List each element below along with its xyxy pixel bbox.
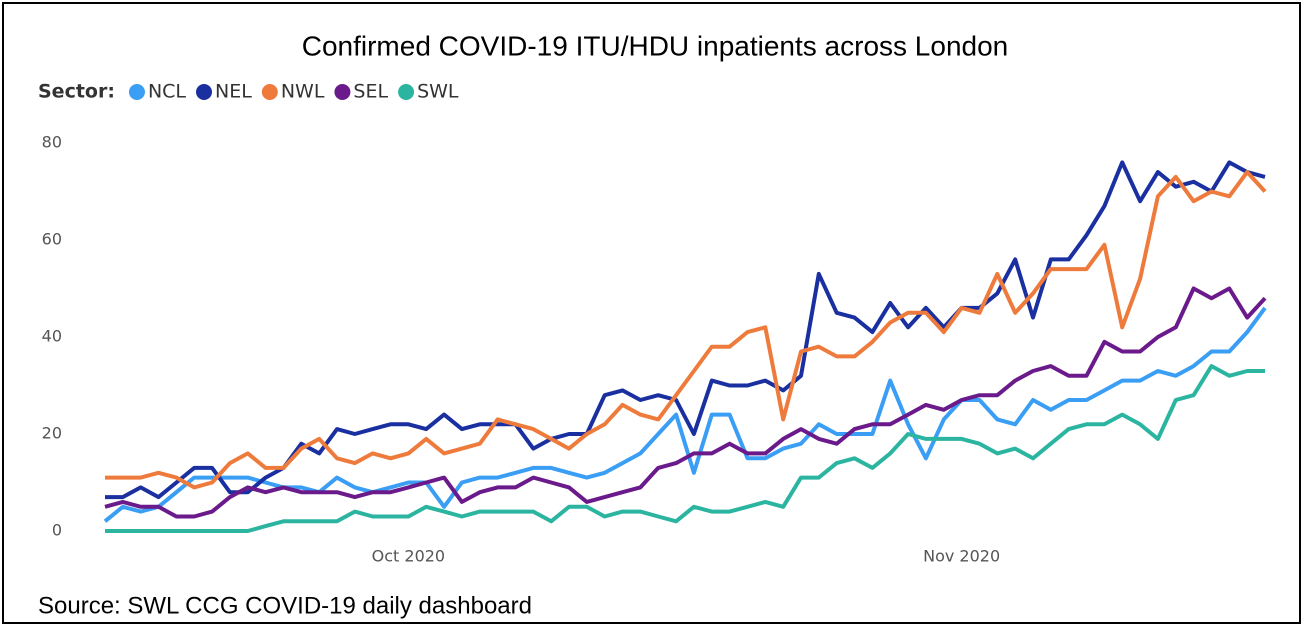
series-line <box>105 364 1265 533</box>
frame <box>2 2 1301 624</box>
legend-label: SWL <box>417 81 459 103</box>
legend-marker <box>261 84 278 100</box>
legend-title: Sector: <box>38 81 115 103</box>
legend-label: NEL <box>215 81 252 103</box>
series-line <box>105 160 1266 500</box>
legend-label: NWL <box>281 81 325 103</box>
legend-marker <box>334 84 351 100</box>
y-tick-label: 80 <box>42 133 62 152</box>
legend-label: SEL <box>353 81 388 103</box>
series-line <box>105 170 1267 490</box>
legend-label: NCL <box>148 81 186 103</box>
series-line <box>103 306 1267 523</box>
legend-marker <box>196 84 213 100</box>
x-tick-label: Oct 2020 <box>372 547 445 566</box>
x-tick-label: Nov 2020 <box>923 547 1000 566</box>
source-note: Source: SWL CCG COVID-19 daily dashboard <box>38 592 532 619</box>
legend-marker <box>398 84 415 100</box>
chart-title: Confirmed COVID-19 ITU/HDU inpatients ac… <box>302 30 1009 61</box>
y-tick-label: 20 <box>42 424 62 443</box>
legend-marker <box>128 84 145 100</box>
y-tick-label: 40 <box>42 327 62 346</box>
y-tick-label: 0 <box>52 521 62 540</box>
series-line <box>104 286 1267 519</box>
y-tick-label: 60 <box>42 230 62 249</box>
